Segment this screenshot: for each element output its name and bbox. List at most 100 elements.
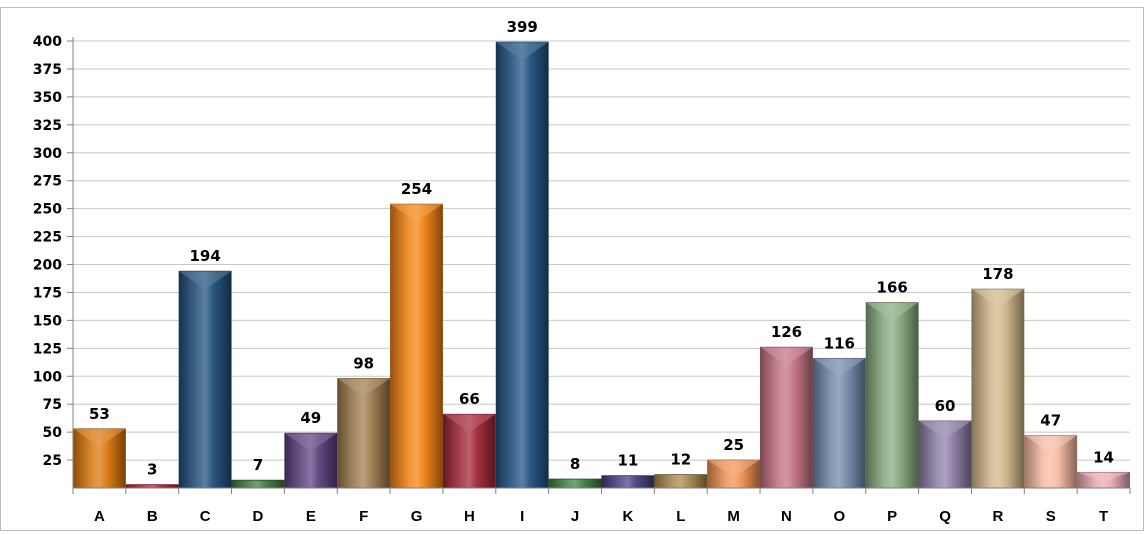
axes: 2550751001251501752002252502753003253503… (33, 34, 1131, 525)
bar (231, 479, 285, 489)
x-tick-label: F (359, 508, 368, 525)
y-tick-label: 100 (33, 369, 62, 385)
bar-M (707, 459, 761, 489)
data-label: 126 (771, 323, 802, 341)
data-label: 11 (617, 452, 638, 470)
y-tick-label: 50 (43, 425, 63, 441)
bar-bevel (813, 358, 866, 377)
bar (971, 288, 1025, 489)
bar-bevel (760, 347, 813, 366)
data-label: 254 (401, 180, 432, 198)
bar-N (760, 346, 813, 489)
data-label: 25 (723, 436, 744, 454)
labels: 53 3 194 7 49 98 254 66 399 8 11 12 25 126 116 166 60 178… (89, 18, 1114, 479)
bar-bevel (918, 420, 972, 439)
bar-bevel (971, 289, 1024, 308)
y-tick-label: 125 (33, 341, 62, 357)
bar (812, 357, 866, 489)
y-tick-label: 400 (33, 34, 62, 50)
bar-G (390, 203, 443, 489)
data-label: 47 (1040, 411, 1061, 429)
data-label: 12 (670, 451, 691, 469)
bar (548, 478, 602, 489)
y-tick-label: 325 (33, 118, 62, 134)
x-tick-label: C (200, 508, 211, 525)
bar-E (284, 432, 338, 489)
bar (654, 474, 708, 489)
x-tick-label: L (676, 508, 685, 525)
data-label: 49 (300, 409, 321, 427)
bar-bevel (443, 414, 496, 433)
y-tick-label: 150 (33, 313, 62, 329)
bar-A (72, 428, 126, 489)
bar-D (231, 479, 285, 489)
x-tick-label: B (147, 508, 158, 525)
bar (125, 484, 179, 489)
x-tick-label: D (253, 508, 264, 525)
x-tick-label: T (1099, 508, 1108, 525)
x-tick-label: A (94, 508, 105, 525)
y-tick-label: 350 (33, 90, 62, 106)
x-tick-label: M (727, 508, 740, 525)
bar-C (178, 270, 232, 489)
y-tick-label: 175 (33, 285, 62, 301)
data-label: 178 (982, 265, 1013, 283)
x-tick-label: J (571, 508, 579, 525)
bar-L (654, 474, 708, 489)
y-tick-label: 200 (33, 258, 62, 274)
data-label: 66 (459, 390, 480, 408)
y-tick-label: 250 (33, 202, 62, 218)
data-label: 166 (877, 278, 908, 296)
bar (390, 203, 443, 489)
data-label: 116 (824, 334, 855, 352)
data-label: 3 (147, 461, 157, 479)
bar (601, 475, 655, 489)
data-label: 194 (189, 247, 220, 265)
y-tick-label: 225 (33, 230, 62, 246)
data-label: 98 (353, 354, 374, 372)
x-tick-label: N (781, 508, 792, 525)
x-tick-label: R (992, 508, 1003, 525)
bar (337, 378, 391, 489)
y-tick-label: 275 (33, 174, 62, 190)
x-tick-label: E (306, 508, 316, 525)
bar-H (442, 413, 496, 489)
bar-bevel (496, 42, 549, 61)
x-tick-label: P (887, 508, 897, 525)
bar-bevel (337, 378, 390, 397)
chart-frame (0, 7, 1144, 531)
bar (178, 270, 232, 489)
data-label: 399 (507, 18, 538, 36)
bar-O (812, 357, 866, 489)
bar-F (337, 378, 391, 489)
y-tick-label: 75 (43, 397, 62, 413)
x-tick-label: I (520, 508, 524, 525)
bar-T (1077, 471, 1131, 489)
bar-J (548, 478, 602, 489)
bar (865, 302, 919, 489)
bar-S (1024, 435, 1078, 489)
bar-bevel (1024, 435, 1077, 454)
bar-P (865, 302, 919, 489)
bar-K (601, 475, 655, 489)
bar-bevel (284, 433, 337, 452)
y-tick-label: 25 (43, 453, 62, 469)
bar-bevel (1077, 472, 1130, 482)
x-tick-label: Q (939, 508, 951, 525)
bar-bevel (179, 271, 232, 290)
x-tick-label: S (1046, 508, 1056, 525)
gridlines (73, 40, 1130, 461)
bar-I (495, 41, 549, 489)
bar-R (971, 288, 1025, 489)
x-tick-label: O (833, 508, 845, 525)
x-tick-label: G (411, 508, 423, 525)
data-label: 7 (253, 456, 263, 474)
bar-Q (918, 420, 972, 489)
bars (72, 41, 1131, 489)
data-label: 14 (1093, 448, 1114, 466)
y-tick-label: 300 (33, 146, 62, 162)
y-tick-label: 375 (33, 62, 62, 78)
data-label: 8 (570, 455, 580, 473)
